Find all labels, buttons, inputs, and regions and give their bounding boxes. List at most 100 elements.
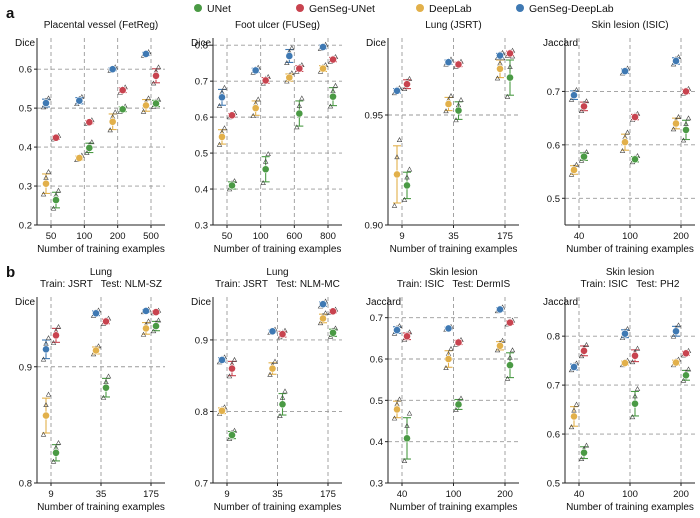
data-point (329, 55, 337, 64)
panel-title: Skin lesion (606, 267, 654, 278)
run-marker (401, 196, 408, 202)
data-point (228, 111, 236, 120)
data-point (85, 143, 94, 152)
data-point (152, 308, 160, 317)
y-tick-label-1: 0.6 (547, 430, 560, 441)
y-tick-label-5: 0.8 (195, 41, 208, 52)
panel-7: 0.3 0.4 0.5 0.6 0.7 40 100 200 Skin lesionTrain:… (366, 267, 519, 513)
data-point (261, 76, 270, 85)
y-axis-label: Dice (15, 38, 35, 49)
run-marker (401, 86, 408, 91)
run-marker (216, 141, 223, 147)
y-axis-label: Dice (366, 38, 386, 49)
run-marker (494, 347, 501, 353)
run-marker (279, 394, 286, 400)
run-marker (675, 322, 682, 328)
legend-marker-genseg-unet (296, 4, 304, 12)
run-marker (634, 345, 641, 351)
legend-label-deeplab: DeepLab (429, 3, 472, 15)
run-marker (396, 137, 403, 142)
y-tick-label-1: 0.4 (370, 437, 383, 448)
data-point (444, 355, 453, 363)
run-marker (391, 202, 398, 208)
run-marker (145, 318, 152, 324)
run-marker (578, 108, 585, 113)
x-tick-label-2: 175 (143, 489, 159, 500)
series-deeplab (391, 55, 506, 208)
data-point (672, 119, 680, 128)
run-marker (40, 431, 47, 437)
panel-subtitle: Train: ISIC Test: DermIS (397, 279, 511, 290)
x-tick-label-1: 35 (96, 489, 107, 500)
data-point (118, 105, 127, 114)
run-marker (84, 149, 90, 155)
run-marker (282, 388, 288, 394)
run-marker (231, 356, 238, 362)
data-point (319, 64, 327, 73)
data-point (251, 66, 260, 75)
run-marker (680, 377, 687, 383)
legend-label-genseg-unet: GenSeg-UNet (309, 3, 375, 15)
data-point (506, 49, 514, 58)
run-marker (40, 356, 47, 362)
data-point (672, 358, 680, 367)
series-deeplab (391, 337, 506, 421)
run-marker (458, 395, 464, 401)
data-point (570, 412, 578, 421)
x-tick-label-2: 200 (673, 489, 689, 500)
run-marker (55, 323, 62, 329)
data-point (142, 50, 150, 58)
x-tick-label-0: 9 (224, 489, 229, 500)
run-marker (680, 137, 687, 143)
panel-title: Lung (266, 267, 288, 278)
data-point (496, 64, 504, 73)
panel-title: Skin lesion (429, 267, 477, 278)
series-unet (50, 96, 162, 211)
panel-2: 0.3 0.4 0.5 0.6 0.7 0.8 50 100 600 800 Foot ulcer … (191, 20, 342, 255)
run-marker (255, 96, 261, 102)
panels: 0.2 0.3 0.4 0.5 0.6 50 100 200 500 Placental vess… (15, 20, 695, 513)
data-point (75, 96, 84, 105)
series-genseg-unet (401, 317, 516, 347)
data-point (454, 338, 463, 347)
x-tick-label-1: 100 (446, 489, 462, 500)
x-tick-label-2: 200 (673, 231, 689, 242)
run-marker (322, 310, 329, 316)
y-tick-label-3: 0.8 (547, 332, 560, 343)
run-marker (391, 415, 398, 421)
data-point (454, 60, 463, 69)
data-point (278, 330, 287, 339)
run-marker (250, 113, 256, 118)
panel-title: Skin lesion (ISIC) (591, 20, 668, 31)
run-marker (332, 82, 339, 88)
data-point (268, 327, 277, 336)
data-point (92, 346, 100, 355)
run-marker (509, 347, 516, 353)
y-tick-label-3: 0.6 (370, 355, 383, 366)
x-tick-label-0: 50 (46, 231, 57, 242)
data-point (251, 104, 260, 113)
run-marker (619, 147, 626, 153)
series-genseg-unet (226, 53, 339, 120)
series-unet (226, 325, 339, 441)
data-point (393, 170, 401, 179)
run-marker (583, 98, 590, 104)
run-marker (55, 187, 62, 193)
series-unet (578, 115, 692, 165)
data-point (403, 80, 411, 89)
data-point (631, 399, 639, 408)
data-point (285, 52, 294, 60)
y-tick-label-1: 0.4 (195, 185, 208, 196)
series-genseg-deeplab (391, 304, 506, 336)
run-marker (272, 358, 278, 364)
x-axis-label: Number of training examples (214, 502, 342, 513)
run-marker (583, 341, 590, 347)
y-tick-label-1: 0.6 (547, 140, 560, 151)
y-tick-label-0: 0.5 (547, 194, 560, 205)
run-marker (45, 95, 52, 101)
y-tick-label-2: 0.4 (19, 143, 32, 154)
y-tick-label-0: 0.3 (195, 221, 208, 232)
run-marker (145, 95, 152, 101)
y-tick-label-1: 0.9 (19, 362, 32, 373)
